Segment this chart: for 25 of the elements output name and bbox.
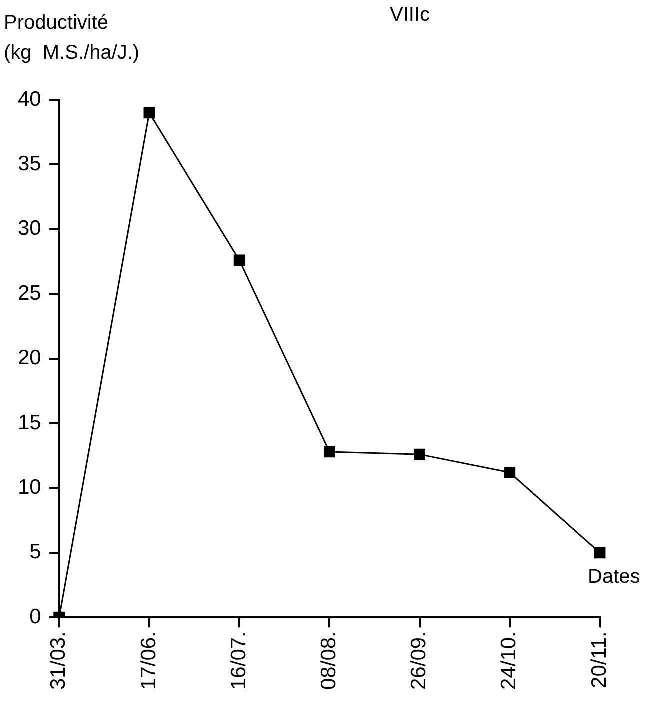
y-tick-label: 35 [18, 152, 42, 176]
x-tick-label: 08/08. [317, 632, 340, 690]
y-tick-label: 40 [18, 88, 42, 111]
y-tick-label: 10 [18, 476, 42, 500]
chart-title: VIIIc [390, 4, 430, 27]
point [414, 448, 426, 460]
x-tick-label: 20/11. [588, 632, 611, 688]
x-tick-label: 31/03. [47, 632, 70, 690]
y-tick-label: 25 [18, 282, 42, 305]
y-tick-label: 15 [18, 411, 42, 434]
x-tick-label: 26/09. [408, 632, 431, 690]
x-tick-label: 16/07. [227, 632, 250, 690]
point [504, 466, 516, 478]
y-tick-label: 20 [18, 346, 42, 370]
point [594, 547, 606, 559]
point [234, 254, 246, 266]
point [144, 107, 156, 119]
y-tick-label: 0 [30, 605, 42, 628]
x-tick-label: 17/06. [137, 632, 160, 690]
x-axis-title: Dates [588, 566, 640, 589]
y-tick-label: 5 [30, 540, 42, 564]
point [324, 446, 336, 458]
x-tick-label: 24/10. [498, 632, 521, 690]
y-tick-label: 30 [18, 217, 42, 240]
y-axis-title: Productivité (kg M.S./ha/J.) [4, 11, 140, 66]
